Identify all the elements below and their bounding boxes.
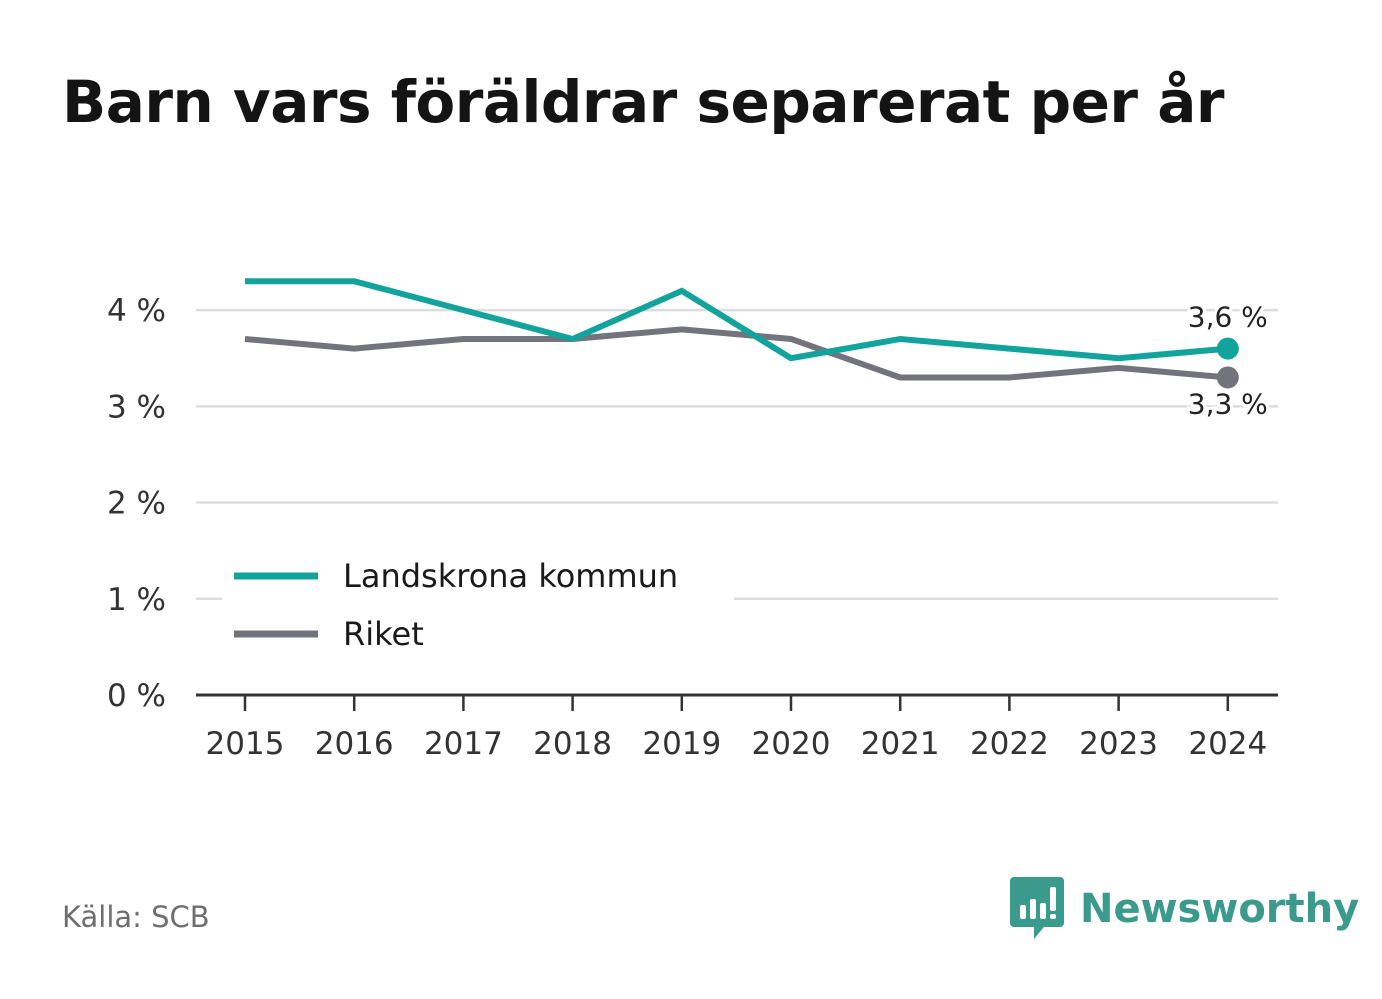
x-tick-label: 2015: [206, 726, 285, 762]
series-lines: [244, 278, 1239, 389]
source-note: Källa: SCB: [62, 900, 210, 934]
x-tick-label: 2020: [752, 726, 831, 762]
x-tick-label: 2023: [1079, 726, 1158, 762]
y-axis-ticks: 0 % 1 % 2 % 3 % 4 %: [107, 293, 166, 714]
x-tick-label: 2019: [642, 726, 721, 762]
legend-label: Riket: [343, 615, 424, 653]
y-tick-label: 3 %: [107, 389, 166, 425]
series-end-marker: [1216, 366, 1239, 389]
y-tick-label: 1 %: [107, 582, 166, 618]
newsworthy-logo-icon: [1010, 877, 1064, 939]
y-tick-label: 0 %: [107, 678, 166, 714]
y-tick-label: 4 %: [107, 293, 166, 329]
series-end-label: 3,3 %: [1188, 387, 1268, 420]
legend-background: [222, 548, 734, 658]
series-end-label: 3,6 %: [1188, 301, 1268, 334]
legend: Landskrona kommun Riket: [222, 548, 734, 658]
series-end-marker: [1216, 337, 1239, 360]
series-line: [244, 326, 1229, 381]
x-tick-label: 2022: [970, 726, 1049, 762]
brand-name: Newsworthy: [1080, 886, 1360, 932]
x-axis: 2015 2016 2017 2018 2019 2020 2021 2022 2023 2024: [196, 693, 1278, 762]
x-tick-label: 2018: [533, 726, 612, 762]
x-tick-label: 2017: [424, 726, 503, 762]
x-tick-label: 2024: [1188, 726, 1267, 762]
end-labels: 3,6 % 3,3 %: [1185, 298, 1271, 424]
x-tick-label: 2021: [861, 726, 940, 762]
chart-title: Barn vars föräldrar separerat per år: [62, 68, 1224, 136]
y-tick-label: 2 %: [107, 486, 166, 522]
x-tick-label: 2016: [315, 726, 394, 762]
brand-logo[interactable]: Newsworthy: [1010, 874, 1359, 944]
legend-label: Landskrona kommun: [343, 557, 678, 595]
series-line: [245, 278, 1229, 362]
